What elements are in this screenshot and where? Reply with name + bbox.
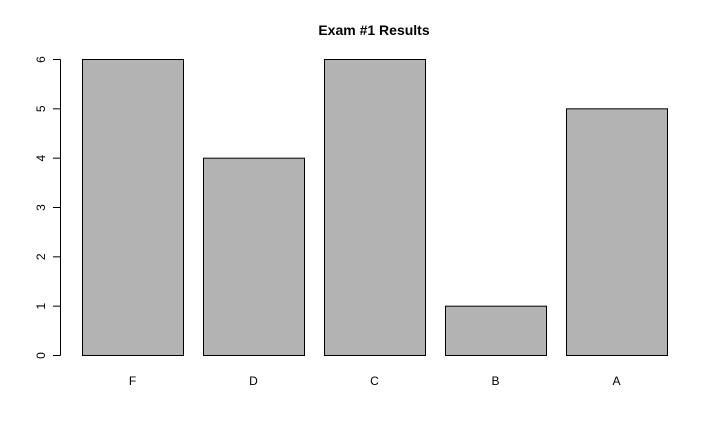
y-tick-label: 4 bbox=[34, 155, 48, 162]
bar-C bbox=[324, 59, 426, 356]
x-tick-label: A bbox=[612, 374, 620, 388]
chart-title: Exam #1 Results bbox=[318, 22, 429, 38]
y-tick-label: 2 bbox=[34, 253, 48, 260]
bar-F bbox=[82, 59, 184, 356]
bar-A bbox=[566, 108, 668, 357]
x-tick-label: F bbox=[129, 374, 136, 388]
bars-group bbox=[82, 59, 668, 357]
y-axis: 0 1 2 3 4 5 6 bbox=[34, 56, 61, 359]
y-tick-label: 5 bbox=[34, 105, 48, 112]
y-tick-label: 1 bbox=[34, 303, 48, 310]
x-tick-label: C bbox=[370, 374, 379, 388]
bar-D bbox=[203, 157, 305, 356]
y-tick-label: 0 bbox=[34, 352, 48, 359]
x-tick-label: D bbox=[249, 374, 258, 388]
x-tick-label: B bbox=[491, 374, 499, 388]
y-tick-label: 3 bbox=[34, 204, 48, 211]
y-tick-label: 6 bbox=[34, 56, 48, 63]
bar-B bbox=[445, 305, 547, 356]
